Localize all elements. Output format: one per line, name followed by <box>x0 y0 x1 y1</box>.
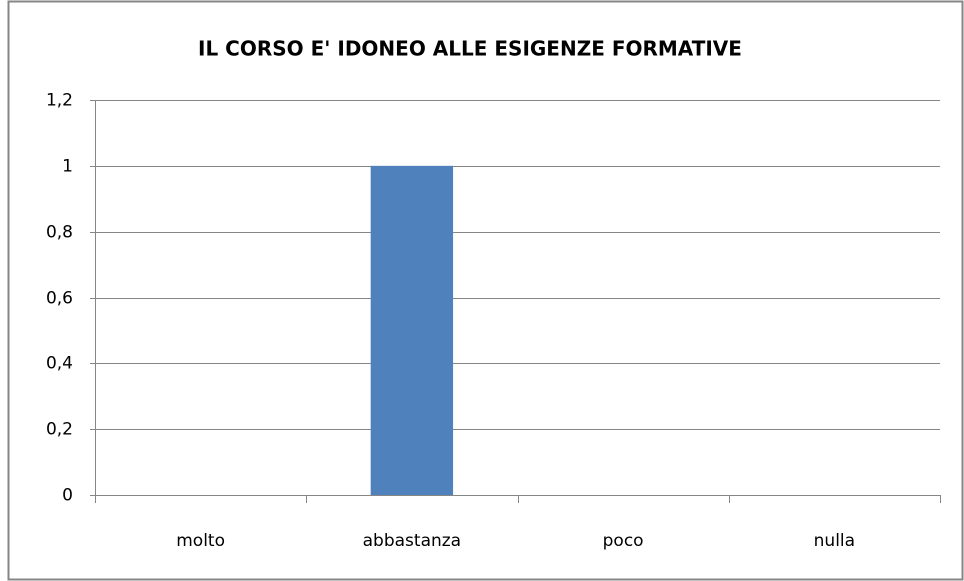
y-tick-label: 0,6 <box>46 289 73 309</box>
y-tick-label: 1,2 <box>46 91 73 111</box>
x-tick-label: poco <box>603 531 644 551</box>
y-tick-label: 0,4 <box>46 354 73 374</box>
y-tick-label: 0,8 <box>46 223 73 243</box>
x-tick-label: molto <box>176 531 225 551</box>
chart-title: IL CORSO E' IDONEO ALLE ESIGENZE FORMATI… <box>198 37 742 61</box>
y-tick-label: 0,2 <box>46 420 73 440</box>
x-tick-label: nulla <box>814 531 855 551</box>
bar <box>370 165 454 496</box>
y-tick-label: 1 <box>62 157 73 177</box>
x-tick-label: abbastanza <box>363 531 461 551</box>
y-tick-label: 0 <box>62 486 73 506</box>
chart-border <box>7 0 964 581</box>
